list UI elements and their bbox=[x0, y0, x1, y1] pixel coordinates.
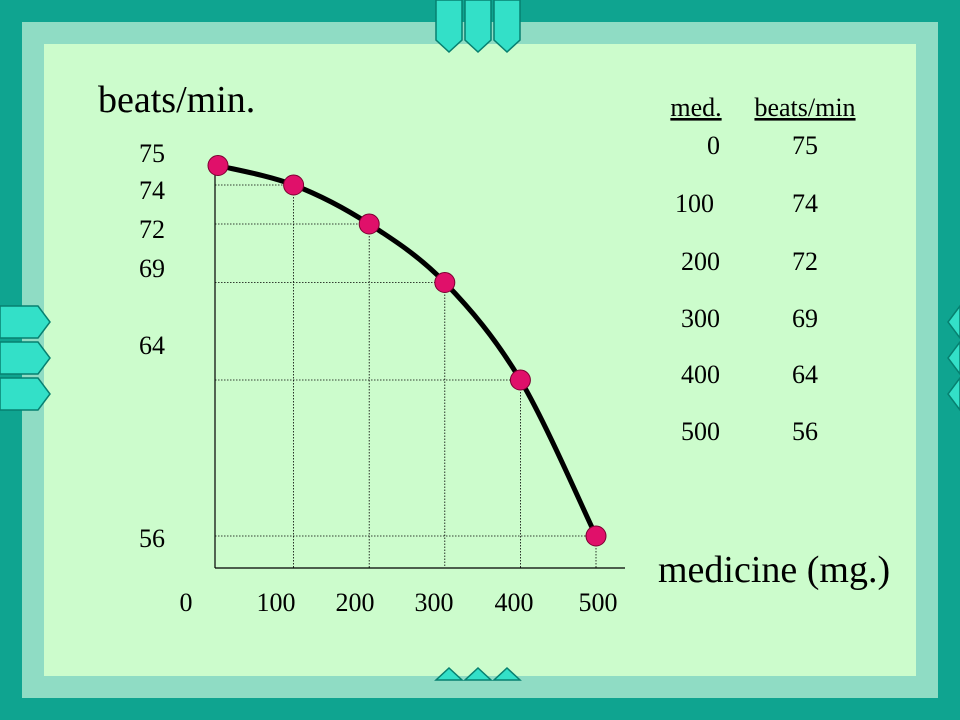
y-tick-label: 74 bbox=[139, 176, 165, 205]
y-tick-label: 72 bbox=[139, 215, 165, 244]
table-cell-med: 200 bbox=[681, 247, 720, 276]
y-axis-title: beats/min. bbox=[98, 79, 255, 121]
table-header-med: med. bbox=[670, 93, 721, 122]
tab-ornament-right-2 bbox=[947, 340, 960, 376]
table-cell-beats: 56 bbox=[792, 417, 818, 446]
table-rows: 0 75 100 74 200 72 300 69 400 64 500 56 bbox=[675, 131, 818, 446]
x-tick-label: 500 bbox=[579, 588, 618, 617]
tab-ornament-bottom-1 bbox=[434, 666, 464, 681]
table-header-beats: beats/min bbox=[754, 93, 855, 122]
content-panel bbox=[44, 44, 916, 676]
tab-ornament-bottom-3 bbox=[492, 666, 522, 681]
tab-ornament-top-3 bbox=[493, 0, 521, 54]
tab-ornament-left-3 bbox=[0, 377, 51, 411]
data-point-0 bbox=[207, 155, 229, 176]
data-point-400 bbox=[509, 369, 531, 391]
x-tick-label: 300 bbox=[415, 588, 454, 617]
drop-lines bbox=[215, 184, 597, 568]
y-tick-label: 75 bbox=[139, 139, 165, 168]
y-tick-label: 69 bbox=[139, 254, 165, 283]
data-points bbox=[207, 155, 607, 547]
table-cell-beats: 72 bbox=[792, 247, 818, 276]
x-tick-label: 400 bbox=[495, 588, 534, 617]
tab-ornament-top-2 bbox=[464, 0, 492, 54]
tab-ornament-right-3 bbox=[947, 376, 960, 412]
data-point-200 bbox=[358, 213, 380, 235]
y-tick-labels: 75 74 72 69 64 56 bbox=[139, 139, 165, 553]
table-cell-beats: 69 bbox=[792, 304, 818, 333]
y-tick-label: 64 bbox=[139, 331, 165, 360]
table-cell-med: 300 bbox=[681, 304, 720, 333]
x-tick-label: 100 bbox=[257, 588, 296, 617]
data-point-100 bbox=[283, 174, 305, 196]
data-point-300 bbox=[434, 272, 456, 293]
tab-ornament-right-1 bbox=[947, 304, 960, 340]
x-tick-label: 0 bbox=[180, 588, 193, 617]
tab-ornament-left-2 bbox=[0, 341, 51, 375]
y-tick-label: 56 bbox=[139, 524, 165, 553]
tab-ornament-bottom-2 bbox=[463, 666, 493, 681]
x-tick-labels: 0 100 200 300 400 500 bbox=[180, 588, 618, 617]
tab-ornament-left-1 bbox=[0, 305, 51, 339]
table-cell-med: 100 bbox=[675, 189, 714, 218]
frame-ornaments bbox=[0, 0, 960, 681]
table-cell-beats: 74 bbox=[792, 189, 818, 218]
x-axis-title: medicine (mg.) bbox=[658, 549, 890, 591]
data-point-500 bbox=[585, 525, 607, 547]
table-cell-beats: 75 bbox=[792, 131, 818, 160]
table-cell-med: 0 bbox=[707, 131, 720, 160]
table-cell-beats: 64 bbox=[792, 360, 818, 389]
table-cell-med: 400 bbox=[681, 360, 720, 389]
x-tick-label: 200 bbox=[336, 588, 375, 617]
data-table: med. beats/min 0 75 100 74 200 72 300 69 400 64 50… bbox=[670, 93, 855, 446]
tab-ornament-top-1 bbox=[435, 0, 463, 54]
table-cell-med: 500 bbox=[681, 417, 720, 446]
